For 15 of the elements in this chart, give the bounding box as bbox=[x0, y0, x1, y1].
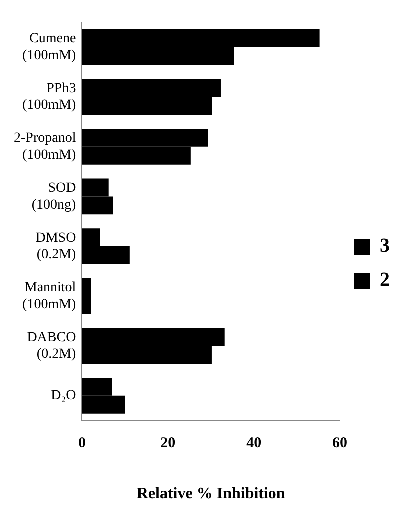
x-axis-title: Relative % Inhibition bbox=[136, 486, 286, 503]
legend-label: 3 bbox=[380, 235, 390, 258]
y-tick-label: Mannitol (100mM) bbox=[22, 280, 77, 312]
x-tick-label: 40 bbox=[246, 436, 262, 452]
y-tick-label: Cumene (100mM) bbox=[22, 32, 77, 64]
x-tick-label: 60 bbox=[332, 436, 348, 452]
y-tick-label: D₂O bbox=[51, 388, 76, 404]
y-tick-label: PPh3 (100mM) bbox=[22, 81, 77, 114]
y-tick-label: DMSO (0.2M) bbox=[36, 230, 77, 263]
legend-label: 2 bbox=[380, 269, 390, 292]
x-tick-label: 0 bbox=[78, 436, 86, 452]
y-tick-label: DABCO (0.2M) bbox=[27, 330, 77, 362]
y-tick-label: SOD (100ng) bbox=[32, 180, 77, 213]
y-tick-label: 2-Propanol (100mM) bbox=[14, 131, 77, 163]
x-tick-label: 20 bbox=[160, 436, 176, 452]
